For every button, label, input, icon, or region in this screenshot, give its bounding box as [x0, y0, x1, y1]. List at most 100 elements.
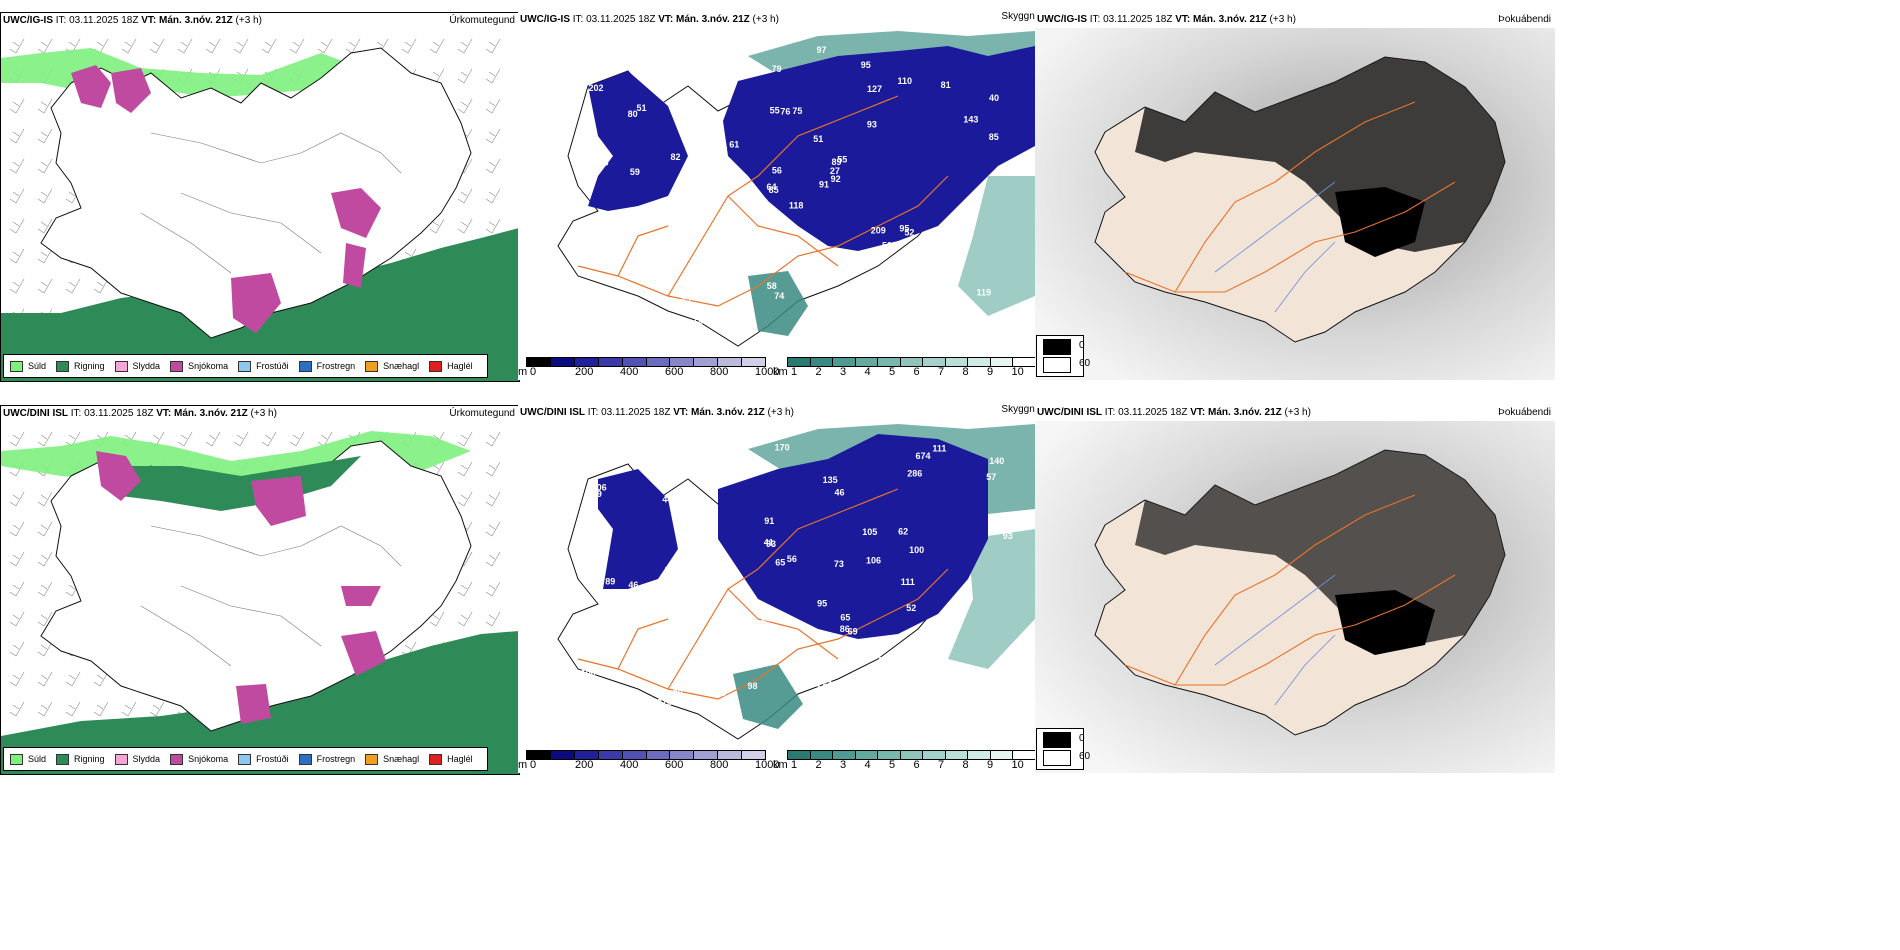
ceiling-value-label: 64	[766, 182, 776, 192]
wind-barb	[9, 158, 25, 174]
ceiling-value-label: 93	[867, 119, 877, 129]
ceiling-value-label: 84	[763, 641, 773, 651]
scale-tick-label: 800	[710, 366, 729, 378]
mountains	[140, 132, 402, 274]
wind-barb	[37, 431, 53, 447]
fog-legend-swatch-1	[1043, 750, 1071, 766]
wind-barb	[261, 431, 277, 447]
precip-legend-item: Súld	[10, 753, 46, 765]
ceiling-value-label: 78	[815, 684, 825, 694]
precip-legend-swatch	[238, 360, 252, 372]
roads	[1124, 101, 1456, 293]
wind-barb	[177, 38, 193, 54]
wind-barb	[37, 188, 53, 204]
fog-black-center	[1335, 590, 1435, 655]
ceiling-value-label: 97	[816, 45, 826, 55]
wind-barb	[485, 461, 501, 477]
ceiling-value-label: 74	[858, 685, 868, 695]
scale-tick-label: 800	[710, 759, 729, 771]
iceland-precip-map	[1, 38, 519, 381]
ceiling-value-label: 248	[654, 53, 669, 63]
ceiling-value-label: 85	[989, 132, 999, 142]
wind-barb	[485, 68, 501, 84]
ceiling-value-label: 88	[1004, 699, 1014, 709]
wind-barb	[9, 701, 25, 717]
ceiling-value-label: 55	[837, 155, 847, 165]
wind-barb	[65, 701, 81, 717]
fog-index-panel: UWC/DINI ISL IT: 03.11.2025 18Z VT: Mán.…	[1035, 405, 1555, 773]
ceiling-value-label: 52	[906, 603, 916, 613]
ceiling-value-label: 75	[686, 627, 696, 637]
ceiling-value-label: 73	[834, 559, 844, 569]
wind-barb	[37, 671, 53, 687]
scale-tick-label: 10	[1011, 366, 1024, 378]
wind-barb	[9, 671, 25, 687]
height-scale-bar	[526, 750, 766, 760]
ceiling-value-label: 90	[612, 293, 622, 303]
ceiling-value-label: 119	[977, 288, 992, 298]
ceiling-value-label: 95	[899, 224, 909, 234]
panel-name: Úrkomutegund	[449, 15, 515, 26]
ceiling-value-label: 89	[605, 576, 615, 586]
scale-tick-label: 200	[575, 759, 594, 771]
ceiling-value-label: 56	[787, 554, 797, 564]
scale-tick-label: 9	[987, 366, 994, 378]
precip-legend-swatch	[56, 360, 70, 372]
wind-barb	[9, 641, 25, 657]
wind-barb	[457, 218, 473, 234]
wind-barb	[457, 491, 473, 507]
precip-legend-item: Snæhagl	[365, 360, 419, 372]
ceiling-value-label: 81	[941, 80, 951, 90]
ceiling-value-label: 139	[651, 324, 666, 334]
height-scale: m 0 200 400 600 800 1000	[518, 357, 779, 379]
fog-legend-swatch-0	[1043, 339, 1071, 355]
panel-header: UWC/IG-IS IT: 03.11.2025 18Z VT: Mán. 3.…	[520, 14, 779, 25]
wind-barb	[457, 68, 473, 84]
ceiling-value-label: 111	[932, 444, 946, 454]
ceiling-value-label: 105	[862, 527, 877, 537]
ceiling-value-label: 46	[628, 580, 638, 590]
ceiling-value-label: 71	[982, 319, 992, 329]
wind-barb	[121, 38, 137, 54]
ceiling-value-label: 46	[835, 487, 845, 497]
scale-tick-label: 3	[840, 366, 847, 378]
wind-barb	[429, 38, 445, 54]
wind-barb	[9, 431, 25, 447]
vis-area-east	[958, 176, 1035, 316]
ceiling-value-label: 92	[831, 174, 841, 184]
cloud-ceiling-panel: UWC/IG-IS IT: 03.11.2025 18Z VT: Mán. 3.…	[518, 12, 1035, 380]
ceiling-value-label: 256	[677, 279, 692, 289]
precip-legend-swatch	[114, 753, 128, 765]
fog-index-panel: UWC/IG-IS IT: 03.11.2025 18Z VT: Mán. 3.…	[1035, 12, 1555, 380]
ceiling-value-label: 106	[866, 555, 881, 565]
wind-barb	[9, 218, 25, 234]
wind-barb	[485, 128, 501, 144]
wind-barb	[485, 611, 501, 627]
ceiling-value-label: 98	[748, 681, 758, 691]
ceiling-value-label: 72	[612, 307, 622, 317]
wind-barb	[37, 98, 53, 114]
precip-legend-item: Haglél	[429, 360, 473, 372]
ceiling-value-label: 91	[819, 179, 829, 189]
precip-legend-label: Haglél	[447, 754, 473, 764]
wind-barb	[177, 431, 193, 447]
wind-barb	[9, 521, 25, 537]
fog-legend-label-0: 0	[1079, 340, 1085, 351]
ceiling-value-label: 84	[717, 142, 727, 152]
panel-header: UWC/IG-IS IT: 03.11.2025 18Z VT: Mán. 3.…	[1037, 14, 1296, 25]
ceiling-value-label: 74	[774, 291, 784, 301]
rain-area-north	[101, 456, 361, 511]
precip-legend-swatch	[170, 360, 184, 372]
scale-tick-label: 10	[1011, 759, 1024, 771]
ceiling-value-label: 99	[947, 319, 957, 329]
ceiling-value-label: 87	[915, 720, 925, 730]
ceiling-value-label: 95	[861, 60, 871, 70]
ceiling-value-label: 150	[755, 433, 770, 443]
ceiling-value-label: 92	[692, 107, 702, 117]
scale-tick-label: 8	[962, 366, 969, 378]
cloud-area-west	[588, 71, 688, 211]
vis-scale-bar	[787, 750, 1035, 760]
panel-header: UWC/DINI ISL IT: 03.11.2025 18Z VT: Mán.…	[520, 407, 794, 418]
ceiling-value-label: 275	[657, 698, 672, 708]
fog-legend-swatch-0	[1043, 732, 1071, 748]
